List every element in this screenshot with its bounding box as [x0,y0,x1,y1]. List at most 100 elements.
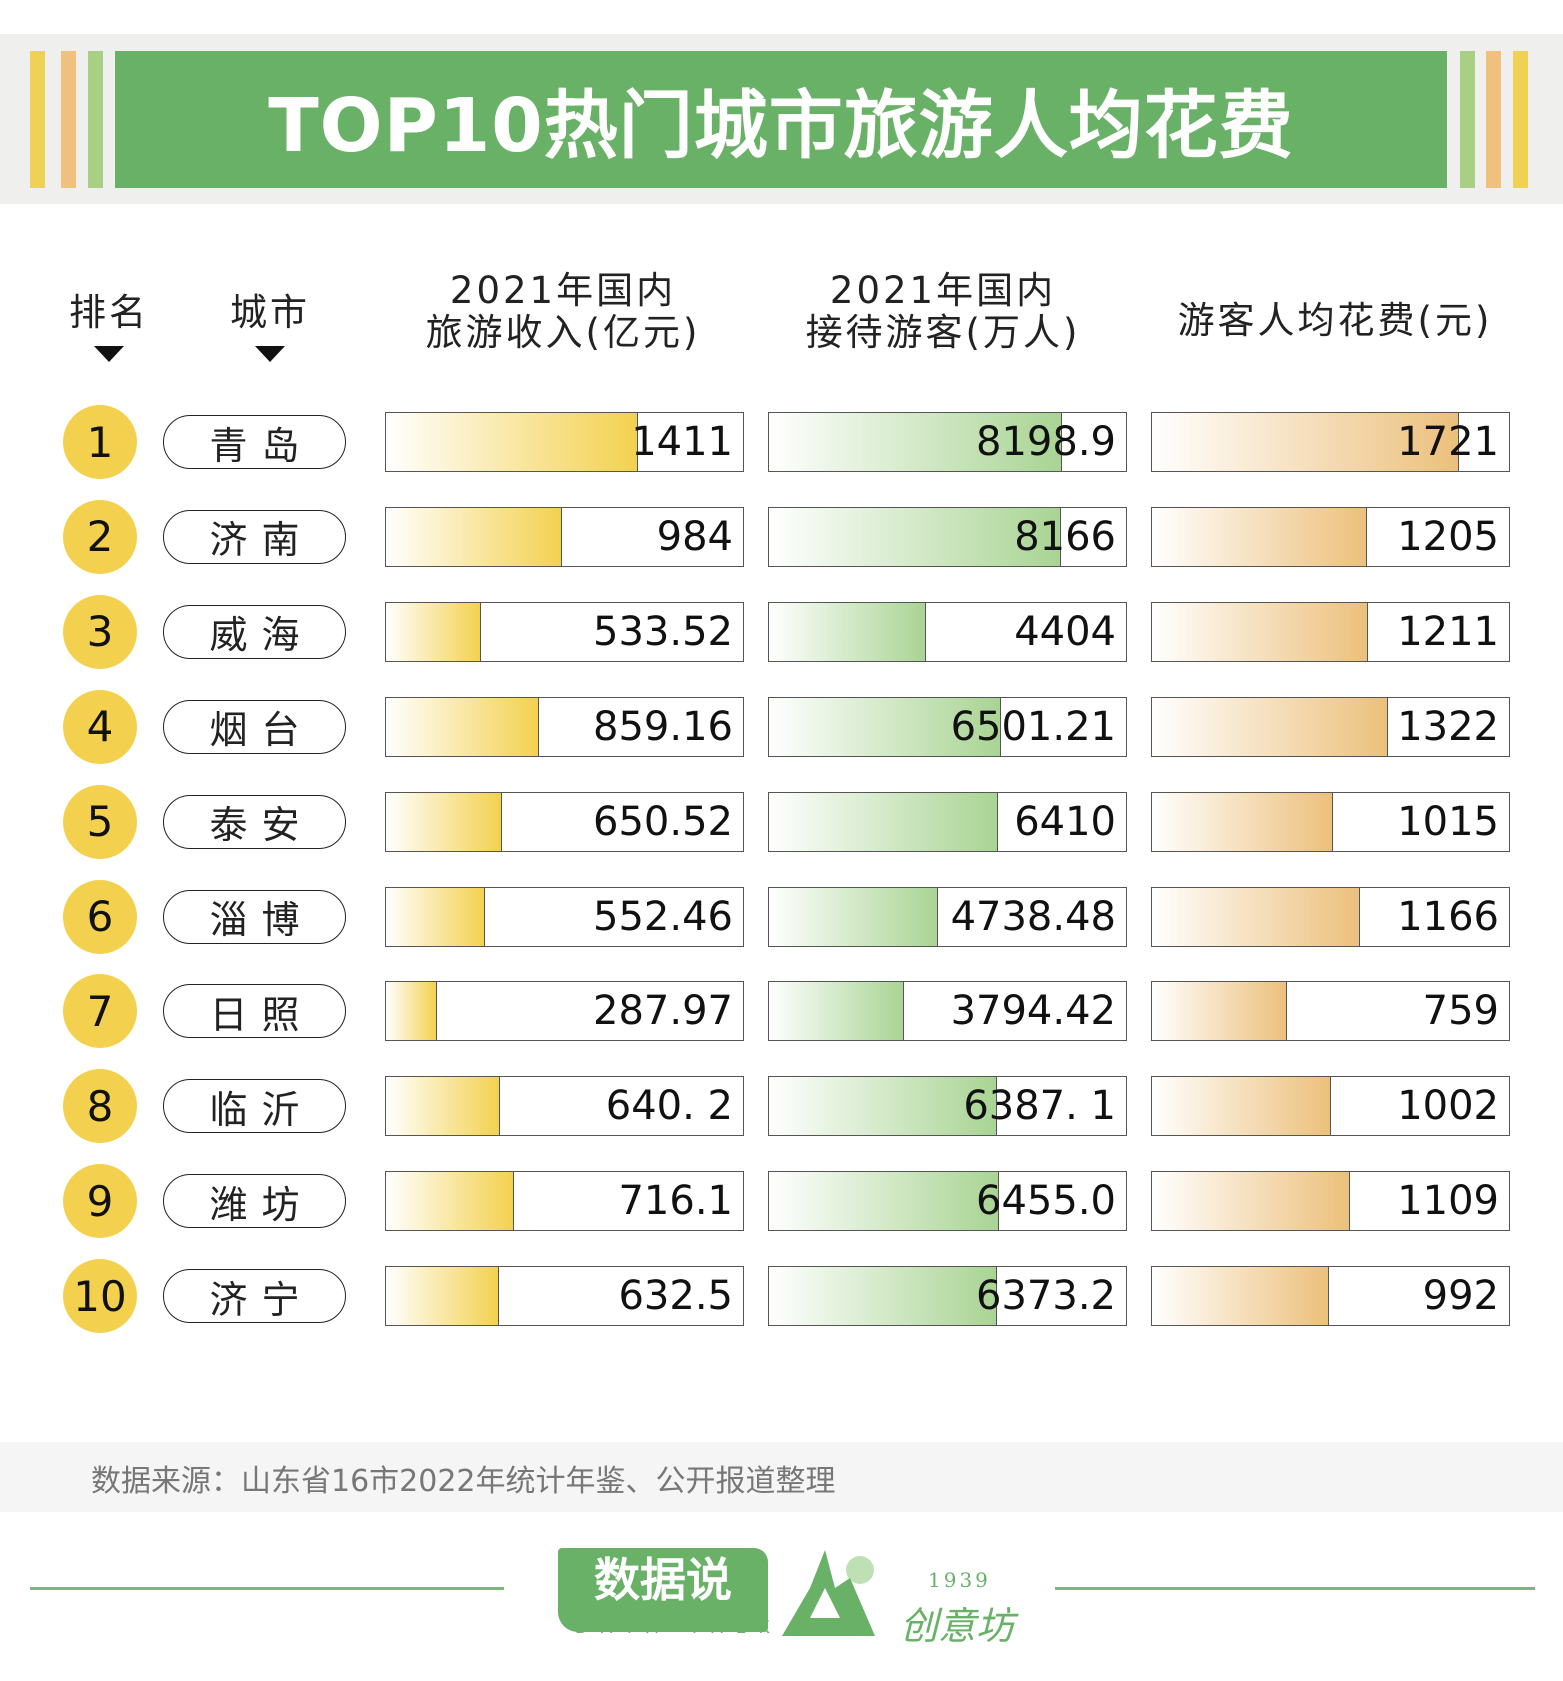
visitors-bar: 6501.21 [768,696,1127,757]
visitors-bar-fill [769,887,939,946]
rank-badge: 10 [63,1259,137,1334]
visitors-value: 6455.0 [976,1178,1116,1225]
rank-badge: 8 [63,1069,137,1144]
city-name: 济南 [209,518,314,563]
visitors-bar-fill [769,602,927,661]
city-name: 淄博 [209,898,314,942]
rank-number: 8 [86,1081,114,1131]
revenue-bar-fill [386,982,438,1041]
revenue-value: 859.16 [593,703,733,750]
city-label: 日照 [163,984,346,1039]
spend-bar: 1002 [1151,1076,1510,1137]
revenue-bar: 650.52 [385,791,744,852]
spend-value: 1015 [1397,798,1499,845]
revenue-bar: 984 [385,506,744,567]
rank-badge: 7 [63,974,137,1049]
footer-band [0,1442,1563,1512]
revenue-bar-fill [386,697,540,756]
chart-title: TOP10热门城市旅游人均花费 [268,83,1294,169]
spend-bar-fill [1152,792,1334,851]
revenue-bar: 552.46 [385,886,744,947]
spend-bar-fill [1152,1172,1350,1231]
header-rank: 排名 [69,291,149,334]
rank-number: 4 [86,702,114,752]
header-line: 2021年国内 [829,269,1057,312]
revenue-value: 552.46 [593,893,733,940]
city-label: 临沂 [163,1079,346,1134]
visitors-value: 8166 [1014,513,1116,560]
city-name: 泰安 [209,803,314,848]
header-visitors: 2021年国内 接待游客(万人) [806,270,1081,354]
spend-bar: 1109 [1151,1171,1510,1232]
revenue-bar: 716.1 [385,1171,744,1232]
spend-bar-fill [1152,1267,1330,1326]
spend-bar-fill [1152,507,1368,566]
rank-number: 1 [86,417,114,467]
revenue-bar-fill [386,792,503,851]
decor-stripe [30,51,45,188]
visitors-bar: 6410 [768,791,1127,852]
city-name: 威海 [209,613,314,658]
revenue-value: 287.97 [593,988,733,1035]
header-line: 旅游收入(亿元) [425,311,701,354]
visitors-value: 4404 [1014,608,1116,655]
rank-number: 2 [86,512,114,562]
city-name: 日照 [209,992,314,1037]
rank-number: 10 [73,1271,127,1321]
city-label: 威海 [163,604,346,659]
decor-stripe [1460,51,1475,188]
revenue-bar: 640. 2 [385,1076,744,1137]
spend-bar: 1166 [1151,886,1510,947]
revenue-bar: 632.5 [385,1266,744,1327]
rank-number: 3 [86,607,114,657]
city-label: 泰安 [163,794,346,849]
visitors-bar-fill [769,792,998,851]
sort-down-icon [255,346,285,362]
visitors-bar-fill [769,982,905,1041]
rank-badge: 5 [63,784,137,859]
visitors-bar: 8198.9 [768,412,1127,472]
header-city: 城市 [230,291,310,334]
city-label: 烟台 [163,699,346,754]
revenue-bar-fill [386,413,638,471]
city-name: 青岛 [209,423,314,468]
header-revenue: 2021年国内 旅游收入(亿元) [426,270,701,354]
visitors-bar: 8166 [768,506,1127,567]
rank-badge: 4 [63,689,137,764]
revenue-value: 640. 2 [605,1083,733,1130]
revenue-bar: 287.97 [385,981,744,1042]
logo-data-talk-sub: DATA TALK [575,1618,783,1638]
revenue-bar-fill [386,507,562,566]
spend-bar-fill [1152,697,1388,756]
logo-data-talk: 数据说 [558,1548,768,1632]
revenue-value: 632.5 [618,1273,733,1320]
visitors-value: 6373.2 [976,1273,1116,1320]
logo-chuangyifang: 创意坊 [900,1604,1015,1648]
visitors-bar: 4404 [768,601,1127,662]
revenue-bar-fill [386,1172,514,1231]
spend-bar: 1721 [1151,412,1510,472]
spend-bar-fill [1152,602,1369,661]
city-name: 烟台 [209,708,314,753]
spend-value: 1205 [1397,513,1499,560]
spend-bar-fill [1152,887,1361,946]
visitors-value: 8198.9 [976,419,1116,465]
decor-stripe [61,51,76,188]
visitors-bar: 4738.48 [768,886,1127,947]
visitors-bar: 6373.2 [768,1266,1127,1327]
logo-year: 1939 [928,1568,991,1592]
city-name: 潍坊 [209,1182,314,1227]
revenue-bar: 533.52 [385,601,744,662]
revenue-bar-fill [386,1267,499,1326]
rank-badge: 3 [63,594,137,669]
decor-stripe [1513,51,1528,188]
visitors-bar-fill [769,507,1061,566]
title-banner: TOP10热门城市旅游人均花费 [115,51,1447,188]
visitors-value: 3794.42 [950,988,1116,1035]
spend-bar-fill [1152,1077,1331,1136]
spend-value: 1721 [1397,419,1499,465]
revenue-bar-fill [386,887,485,946]
rank-number: 7 [86,986,114,1036]
header-line: 2021年国内 [449,269,677,312]
spend-value: 1322 [1397,703,1499,750]
